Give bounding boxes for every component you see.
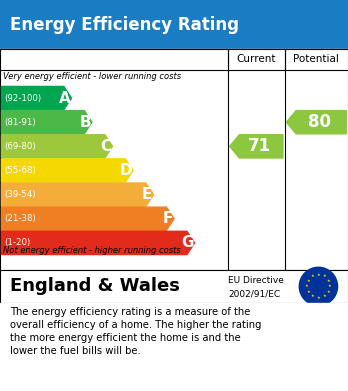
Polygon shape xyxy=(1,159,133,182)
Text: ★: ★ xyxy=(311,294,315,298)
Text: ★: ★ xyxy=(311,274,315,278)
Text: A: A xyxy=(59,91,70,106)
Text: Potential: Potential xyxy=(293,54,339,65)
Polygon shape xyxy=(286,111,346,134)
Polygon shape xyxy=(1,111,92,134)
Text: 71: 71 xyxy=(248,137,271,155)
Text: 80: 80 xyxy=(308,113,331,131)
Text: B: B xyxy=(79,115,91,130)
Text: ★: ★ xyxy=(307,279,310,283)
Text: (21-38): (21-38) xyxy=(4,214,36,223)
Text: (1-20): (1-20) xyxy=(4,239,30,248)
Text: ★: ★ xyxy=(326,279,330,283)
Text: ★: ★ xyxy=(328,284,332,289)
Text: Very energy efficient - lower running costs: Very energy efficient - lower running co… xyxy=(3,72,182,81)
Text: D: D xyxy=(119,163,132,178)
Text: F: F xyxy=(163,211,173,226)
Text: G: G xyxy=(181,235,193,250)
Text: 2002/91/EC: 2002/91/EC xyxy=(228,289,280,298)
Polygon shape xyxy=(1,86,71,110)
Text: C: C xyxy=(100,139,111,154)
Text: (92-100): (92-100) xyxy=(4,93,41,102)
Polygon shape xyxy=(1,207,174,230)
Ellipse shape xyxy=(299,267,338,305)
Text: ★: ★ xyxy=(322,274,326,278)
Polygon shape xyxy=(230,135,283,158)
Bar xyxy=(0,49,348,70)
Polygon shape xyxy=(1,135,112,158)
Text: (81-91): (81-91) xyxy=(4,118,36,127)
Text: ★: ★ xyxy=(307,290,310,294)
Text: (69-80): (69-80) xyxy=(4,142,36,151)
Text: England & Wales: England & Wales xyxy=(10,277,180,296)
Text: Not energy efficient - higher running costs: Not energy efficient - higher running co… xyxy=(3,246,181,255)
Text: EU Directive: EU Directive xyxy=(228,276,284,285)
Text: ★: ★ xyxy=(326,290,330,294)
Polygon shape xyxy=(1,183,153,206)
Polygon shape xyxy=(1,231,195,255)
Text: (55-68): (55-68) xyxy=(4,166,36,175)
Text: ★: ★ xyxy=(322,294,326,298)
Text: (39-54): (39-54) xyxy=(4,190,36,199)
Text: ★: ★ xyxy=(305,284,309,289)
Text: ★: ★ xyxy=(317,296,320,300)
Text: The energy efficiency rating is a measure of the
overall efficiency of a home. T: The energy efficiency rating is a measur… xyxy=(10,307,262,356)
Text: E: E xyxy=(142,187,152,202)
Text: Energy Efficiency Rating: Energy Efficiency Rating xyxy=(10,16,239,34)
Text: ★: ★ xyxy=(317,273,320,277)
Text: Current: Current xyxy=(237,54,276,65)
